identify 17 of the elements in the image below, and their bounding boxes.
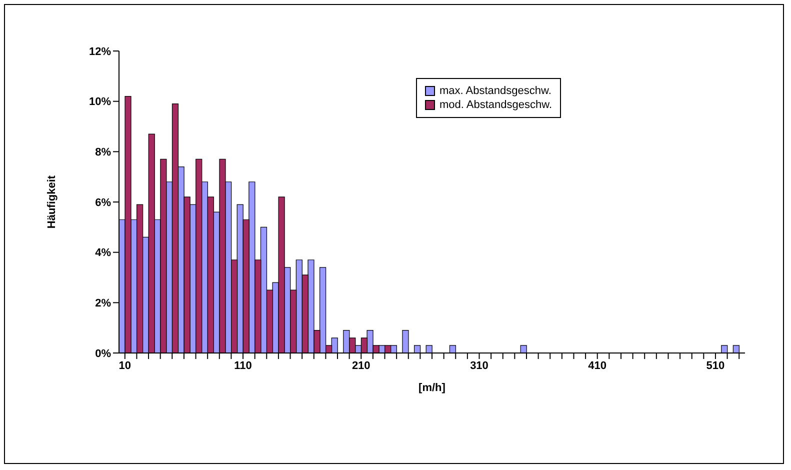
x-tick-label: 210 (352, 360, 370, 372)
y-tick-label: 12% (88, 46, 112, 58)
x-tick-label: 410 (588, 360, 607, 372)
x-axis-title: [m/h] (418, 382, 446, 394)
y-axis-title: Häufigkeit (46, 175, 58, 229)
x-tick-label: 510 (706, 360, 725, 372)
x-tick-label: 110 (234, 360, 252, 372)
y-tick-label: 0% (95, 348, 112, 360)
y-tick-label: 2% (95, 298, 112, 310)
y-tick-label: 4% (95, 247, 112, 260)
y-tick-label: 10% (88, 96, 112, 108)
legend-label: max. Abstandsgeschw. (439, 85, 552, 97)
y-tick-label: 8% (95, 146, 112, 159)
y-tick-label: 6% (95, 196, 112, 209)
legend-label: mod. Abstandsgeschw. (439, 99, 552, 111)
x-tick-label: 10 (118, 360, 132, 372)
x-tick-label: 310 (470, 360, 488, 372)
